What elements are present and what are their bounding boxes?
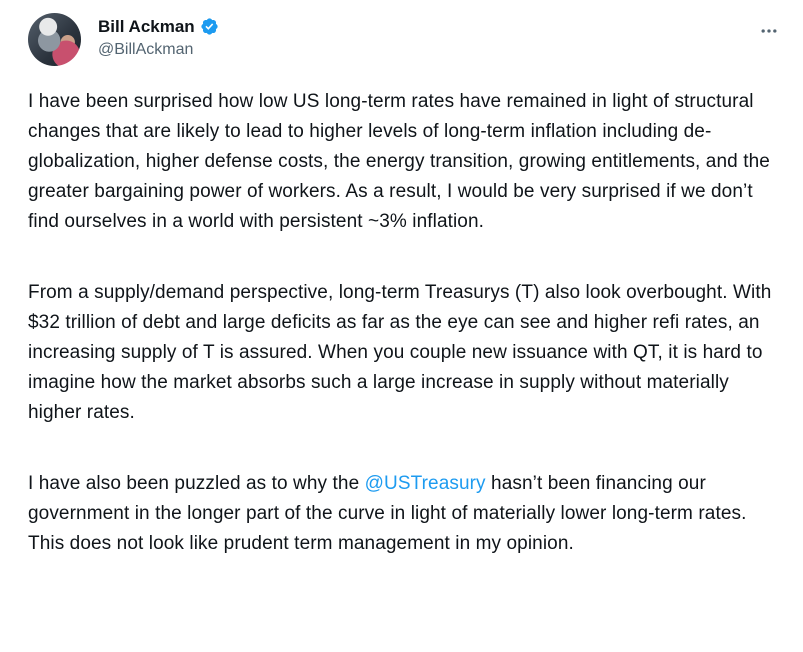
tweet-paragraph-1: I have been surprised how low US long-te… [28,91,770,232]
author-name-row: Bill Ackman [98,16,757,37]
author-name[interactable]: Bill Ackman [98,17,195,36]
tweet-text-before-mention: I have also been puzzled as to why the [28,473,365,494]
avatar[interactable] [28,13,81,66]
tweet-card: Bill Ackman @BillAckman I have been surp… [28,13,781,559]
verified-badge-icon [201,18,218,35]
more-button[interactable] [757,15,781,47]
tweet-paragraph-2: From a supply/demand perspective, long-t… [28,282,772,423]
tweet-text-after-mention: hasn’t been financing our government in … [28,473,747,554]
tweet-body: I have been surprised how low US long-te… [28,87,780,559]
author-handle[interactable]: @BillAckman [98,41,194,58]
author-block: Bill Ackman @BillAckman [98,13,757,60]
tweet-header: Bill Ackman @BillAckman [28,13,781,66]
more-icon [761,29,777,33]
ustreasury-mention-link[interactable]: @USTreasury [364,473,486,494]
tweet-paragraph-3: I have also been puzzled as to why the @… [28,469,780,559]
